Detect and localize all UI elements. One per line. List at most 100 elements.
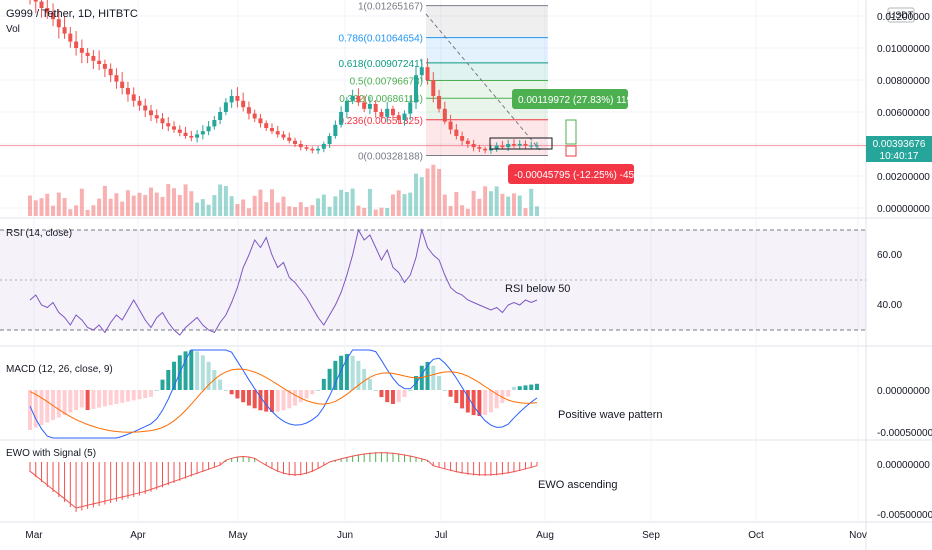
price-axis[interactable]: 0.01200000 0.01000000 0.00800000 0.00600000…: [877, 12, 930, 215]
rsi-tick-40: 40.00: [877, 300, 902, 311]
macd-histogram-bar: [344, 354, 349, 390]
macd-histogram-bar: [108, 390, 113, 406]
macd-histogram-bar: [327, 368, 332, 390]
countdown: 10:40:17: [880, 151, 919, 162]
volume-bar: [160, 196, 165, 216]
candle-body: [408, 102, 413, 114]
volume-bar: [321, 194, 326, 216]
volume-bar: [79, 188, 84, 216]
rsi-title[interactable]: RSI (14, close): [6, 228, 72, 239]
currency-badge[interactable]: [887, 7, 915, 23]
macd-histogram-bar: [379, 390, 384, 397]
volume-bar: [246, 208, 251, 216]
price-tick: 0.00800000: [877, 76, 930, 87]
macd-histogram-bar: [523, 385, 528, 390]
candle-body: [108, 68, 113, 76]
volume-bar: [195, 202, 200, 216]
measure-tool[interactable]: 0.00119972 (27.83%) 119972 -0.00045795 (…: [489, 89, 651, 184]
macd-histogram-bar: [488, 390, 493, 413]
candle-body: [293, 140, 298, 144]
volume-bar: [523, 208, 528, 216]
macd-histogram-bar: [362, 368, 367, 390]
candle-body: [51, 12, 56, 20]
volume-bar: [437, 168, 442, 216]
macd-note: Positive wave pattern: [558, 409, 663, 421]
candle-body: [362, 102, 367, 109]
candle-body: [390, 108, 395, 116]
macd-histogram-bar: [390, 390, 395, 404]
macd-histogram-bar: [437, 376, 442, 390]
ewo-title[interactable]: EWO with Signal (5): [6, 448, 96, 459]
macd-histogram-bar: [246, 390, 251, 406]
candle-body: [212, 120, 217, 127]
macd-histogram-bar: [465, 390, 470, 413]
volume-bar: [517, 195, 522, 216]
macd-histogram-bar: [298, 390, 303, 403]
volume-bar: [483, 186, 488, 216]
macd-histogram-bar: [172, 361, 177, 390]
volume-bar: [356, 205, 361, 216]
candle-body: [298, 144, 303, 148]
candle-body: [229, 96, 234, 103]
volume-bar: [402, 194, 407, 216]
macd-title[interactable]: MACD (12, 26, close, 9): [6, 364, 113, 375]
volume-bar: [390, 194, 395, 216]
volume-bar: [385, 207, 390, 216]
measure-down-tag: [508, 164, 634, 184]
volume-bar: [39, 198, 44, 216]
candle-body: [143, 105, 148, 111]
volume-bar: [235, 203, 240, 216]
candle-body: [287, 137, 292, 141]
volume-bar: [454, 191, 459, 216]
volume-bar: [367, 188, 372, 216]
volume-bar: [529, 188, 534, 216]
macd-histogram-bar: [494, 390, 499, 409]
volume-bar: [223, 186, 228, 216]
candle-body: [91, 56, 96, 61]
candle-body: [511, 144, 516, 146]
last-price: 0.00393676: [873, 139, 926, 150]
measure-up-box[interactable]: [565, 119, 577, 145]
candle-body: [431, 80, 436, 96]
candle-body: [33, 0, 38, 2]
range-box[interactable]: [489, 137, 553, 150]
fib-level-label: 0.236(0.00551325): [338, 116, 423, 127]
candle-body: [166, 123, 171, 127]
candle-body: [195, 134, 200, 138]
volume-bar: [448, 205, 453, 216]
symbol-title[interactable]: G999 / Tether, 1D, HITBTC: [6, 8, 138, 20]
candle-body: [137, 100, 142, 106]
macd-histogram-bar: [258, 390, 263, 411]
candle-body: [350, 96, 355, 101]
macd-histogram-bar: [56, 390, 61, 418]
trend-line[interactable]: [425, 13, 541, 151]
volume-bar: [91, 205, 96, 216]
volume-bar: [114, 193, 119, 216]
volume-bar: [125, 190, 130, 216]
time-tick: May: [229, 530, 248, 541]
measure-down-box[interactable]: [565, 145, 577, 157]
volume-bar: [275, 202, 280, 216]
time-tick: Jun: [337, 530, 353, 541]
candle-body: [356, 96, 361, 103]
macd-histogram-bar: [74, 390, 79, 410]
time-axis[interactable]: Mar Apr May Jun Jul Aug Sep Oct Nov: [25, 530, 867, 541]
macd-histogram-bar: [281, 390, 286, 411]
candle-body: [425, 67, 430, 80]
macd-line: [29, 349, 538, 439]
volume-bar: [148, 187, 153, 216]
macd-histogram-bar: [321, 378, 326, 390]
candle-body: [79, 48, 84, 53]
volume-bar: [74, 205, 79, 216]
time-tick: Nov: [849, 530, 867, 541]
volume-bar: [511, 193, 516, 216]
candle-body: [442, 108, 447, 122]
volume-label[interactable]: Vol: [6, 24, 20, 35]
candle-body: [114, 75, 119, 82]
volume-bar: [506, 196, 511, 216]
volume-bar: [488, 191, 493, 216]
currency-badge-label[interactable]: USDT: [889, 10, 914, 20]
macd-histogram-bar: [471, 390, 476, 416]
volume-bar: [425, 168, 430, 216]
